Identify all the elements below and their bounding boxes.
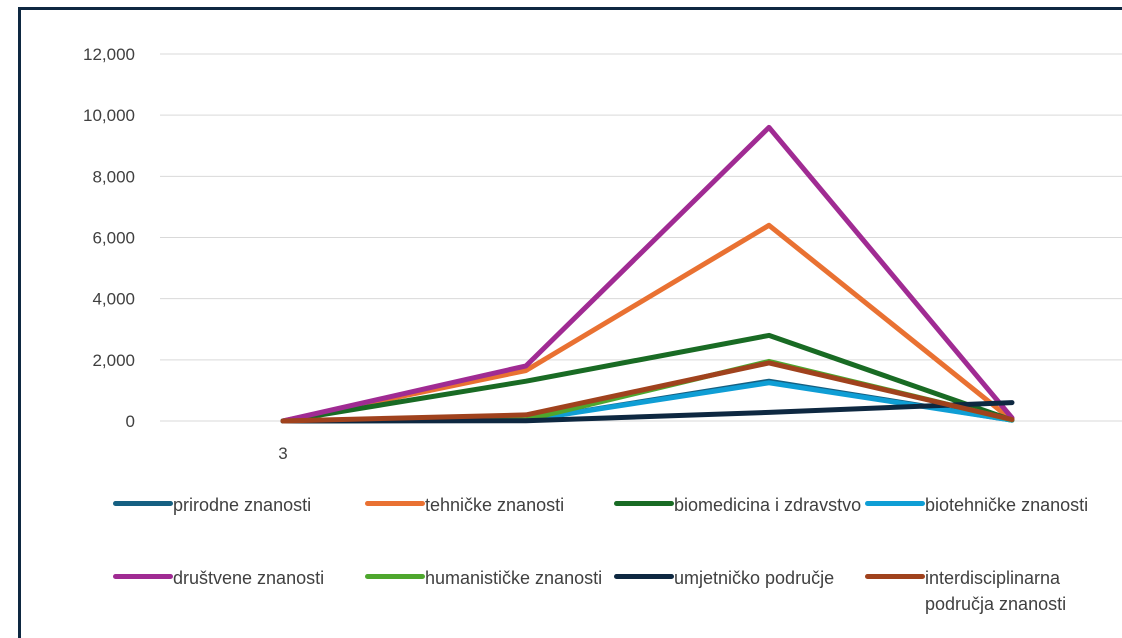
legend-swatch [865,574,925,579]
legend-swatch [365,574,425,579]
series-lines [280,124,1015,424]
legend-label: umjetničko područje [674,568,835,588]
legend-item: društvene znanosti [113,565,343,625]
legend-label: biotehničke znanosti [925,495,1089,515]
legend-swatch [614,574,674,579]
legend-swatch [113,574,173,579]
y-axis-tick-labels: 0 2,000 4,000 6,000 8,000 10,000 12,000 [83,45,135,431]
legend-swatch [365,501,425,506]
legend-swatch [113,501,173,506]
legend-label: humanističke znanosti [425,568,603,588]
legend-label: biomedicina i zdravstvo [674,495,862,515]
legend-item: tehničke znanosti [365,492,595,552]
series-line [280,360,1015,424]
y-tick-label: 12,000 [83,45,135,64]
legend-item: umjetničko područje [614,565,844,625]
legend-label: tehničke znanosti [425,495,565,515]
x-tick-label: 3 [278,444,287,463]
legend-swatch [614,501,674,506]
legend-item: interdisciplinarna područja znanosti [865,565,1095,625]
x-axis-tick-labels: 3 [278,444,287,463]
y-tick-label: 8,000 [92,167,135,186]
series-line [280,124,1015,424]
y-tick-label: 0 [126,412,135,431]
y-tick-label: 6,000 [92,229,135,248]
legend-item: prirodne znanosti [113,492,343,552]
legend-item: biotehničke znanosti [865,492,1095,552]
y-tick-label: 2,000 [92,351,135,370]
legend-item: biomedicina i zdravstvo [614,492,861,552]
y-tick-label: 4,000 [92,290,135,309]
series-line [280,332,1015,424]
legend-swatch [865,501,925,506]
legend-label: prirodne znanosti [173,495,312,515]
series-line [280,400,1015,424]
legend-label: interdisciplinarna područja znanosti [925,568,1067,614]
legend-item: humanističke znanosti [365,565,602,625]
y-tick-label: 10,000 [83,106,135,125]
legend-label: društvene znanosti [173,568,325,588]
